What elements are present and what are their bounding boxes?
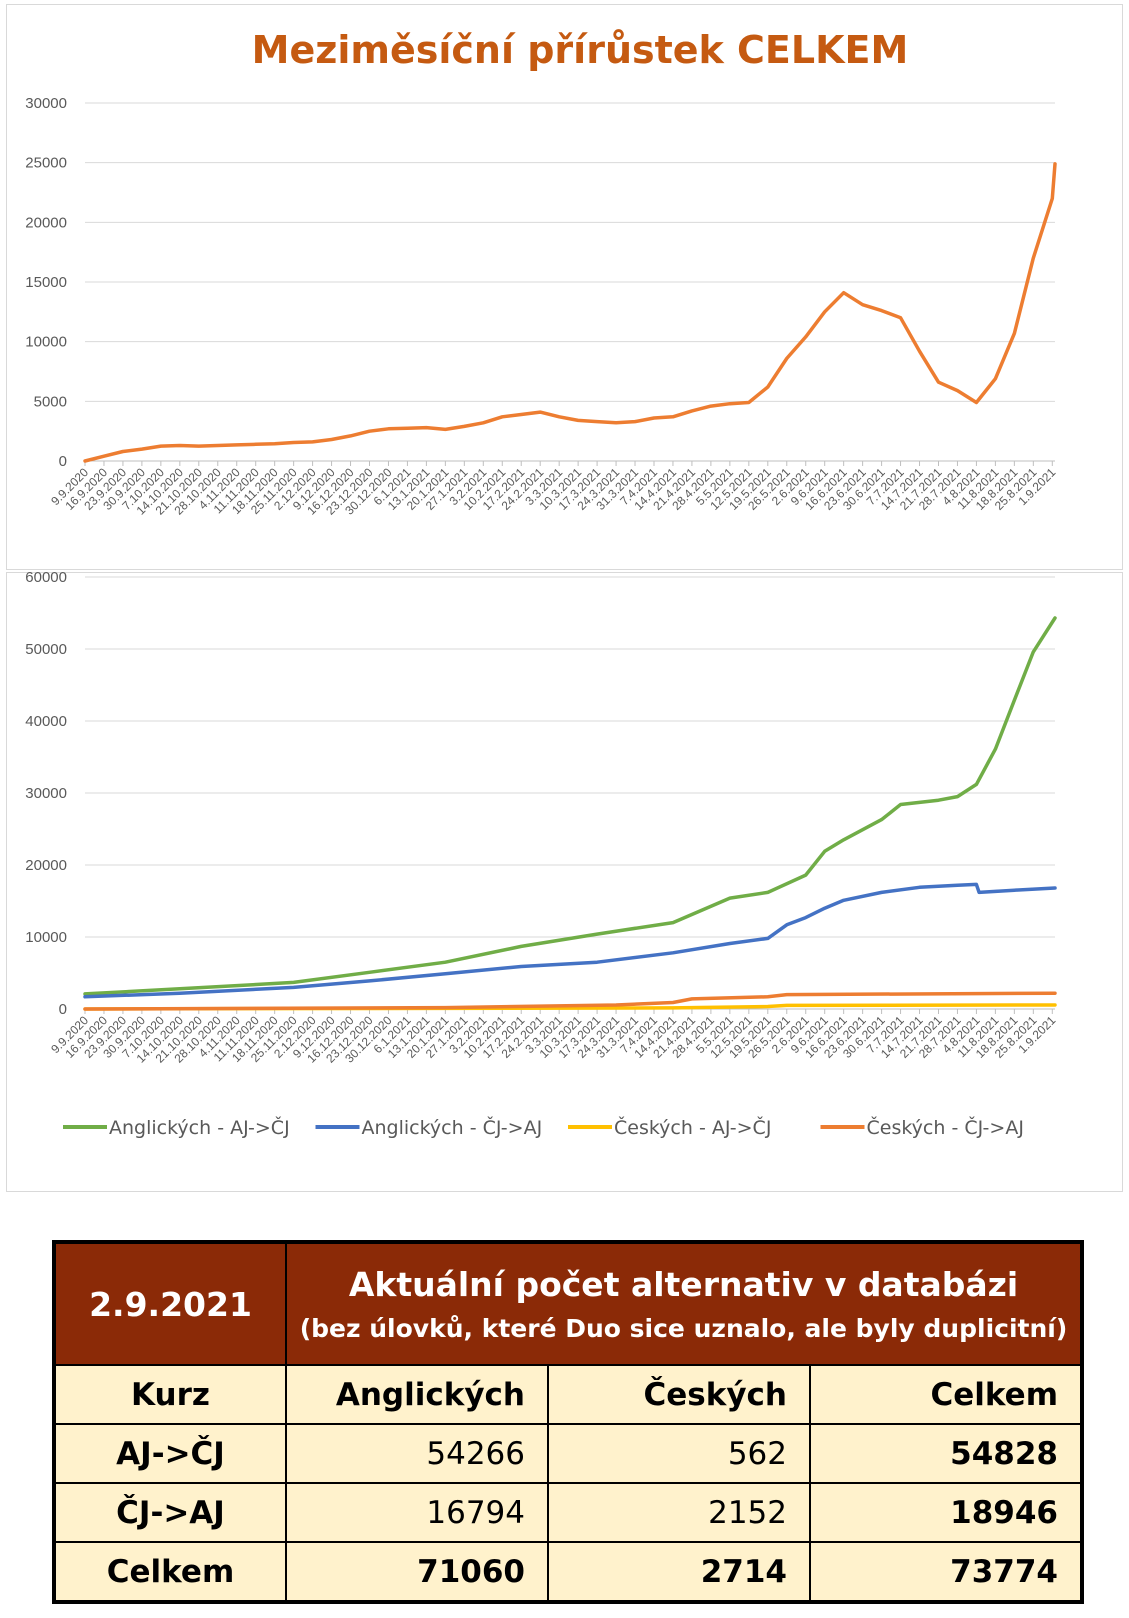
- summary-table: 2.9.2021 Aktuální počet alternativ v dat…: [52, 1240, 1085, 1604]
- y-tick-label: 5000: [34, 393, 67, 410]
- table-column-headers: Kurz Anglických Českých Celkem: [53, 1364, 1084, 1425]
- column-header-celkem: Celkem: [808, 1364, 1084, 1425]
- chart-title: Meziměsíční přírůstek CELKEM: [252, 28, 909, 72]
- table-header-row: 2.9.2021 Aktuální počet alternativ v dat…: [53, 1241, 1084, 1366]
- y-tick-label: 60000: [25, 569, 67, 586]
- series-line: [83, 882, 1057, 999]
- table-cell: 2152: [547, 1482, 811, 1543]
- column-total-cell: 71060: [285, 1541, 549, 1603]
- chart-monthly-growth: Meziměsíční přírůstek CELKEM 0 5000 10000 15…: [25, 28, 1058, 518]
- legend-label: Českých - AJ->ČJ: [614, 1115, 771, 1139]
- y-tick-label: 0: [59, 1001, 67, 1018]
- y-tick-label: 25000: [25, 155, 67, 172]
- chart-alternatives-by-course: 01000020000300004000050000600009.9.20201…: [25, 569, 1058, 1139]
- row-total-cell: 18946: [808, 1482, 1084, 1543]
- table-title-cell: Aktuální počet alternativ v databázi (be…: [284, 1241, 1084, 1366]
- row-label: ČJ->AJ: [53, 1482, 287, 1543]
- legend-label: Českých - ČJ->AJ: [867, 1115, 1024, 1139]
- series-line: [83, 162, 1057, 463]
- chart-panel-top: Meziměsíční přírůstek CELKEM 0 5000 10000 15…: [6, 4, 1123, 570]
- table-total-row: Celkem 71060 2714 73774: [53, 1541, 1084, 1603]
- y-tick-label: 30000: [25, 95, 67, 112]
- row-label: Celkem: [53, 1541, 287, 1603]
- y-tick-label: 50000: [25, 641, 67, 658]
- column-header-anglickych: Anglických: [285, 1364, 549, 1425]
- y-tick-label: 0: [59, 453, 67, 470]
- y-tick-label: 10000: [25, 334, 67, 351]
- y-tick-label: 20000: [25, 214, 67, 231]
- column-header-kurz: Kurz: [53, 1364, 287, 1425]
- table-row: AJ->ČJ 54266 562 54828: [53, 1423, 1084, 1484]
- column-total-cell: 2714: [547, 1541, 811, 1603]
- y-tick-label: 30000: [25, 785, 67, 802]
- series-line: [83, 616, 1057, 996]
- table-title: Aktuální počet alternativ v databázi: [348, 1265, 1019, 1304]
- legend-label: Anglických - AJ->ČJ: [109, 1115, 290, 1139]
- series-line: [83, 991, 1057, 1011]
- grand-total-cell: 73774: [808, 1541, 1084, 1603]
- y-tick-label: 40000: [25, 713, 67, 730]
- column-header-ceskych: Českých: [547, 1364, 811, 1425]
- table-row: ČJ->AJ 16794 2152 18946: [53, 1482, 1084, 1543]
- table-subtitle: (bez úlovků, které Duo sice uznalo, ale …: [299, 1314, 1068, 1343]
- row-total-cell: 54828: [808, 1423, 1084, 1484]
- table-cell: 562: [547, 1423, 811, 1484]
- table-date: 2.9.2021: [53, 1241, 287, 1366]
- table-cell: 54266: [285, 1423, 549, 1484]
- y-tick-label: 20000: [25, 857, 67, 874]
- legend-label: Anglických - ČJ->AJ: [362, 1115, 543, 1139]
- y-tick-label: 10000: [25, 929, 67, 946]
- chart-panel-bottom: 0 10000 20000 30000 40000 50000 60000 9.9.2020 1…: [6, 569, 1123, 1192]
- y-tick-label: 15000: [25, 274, 67, 291]
- table-cell: 16794: [285, 1482, 549, 1543]
- row-label: AJ->ČJ: [53, 1423, 287, 1484]
